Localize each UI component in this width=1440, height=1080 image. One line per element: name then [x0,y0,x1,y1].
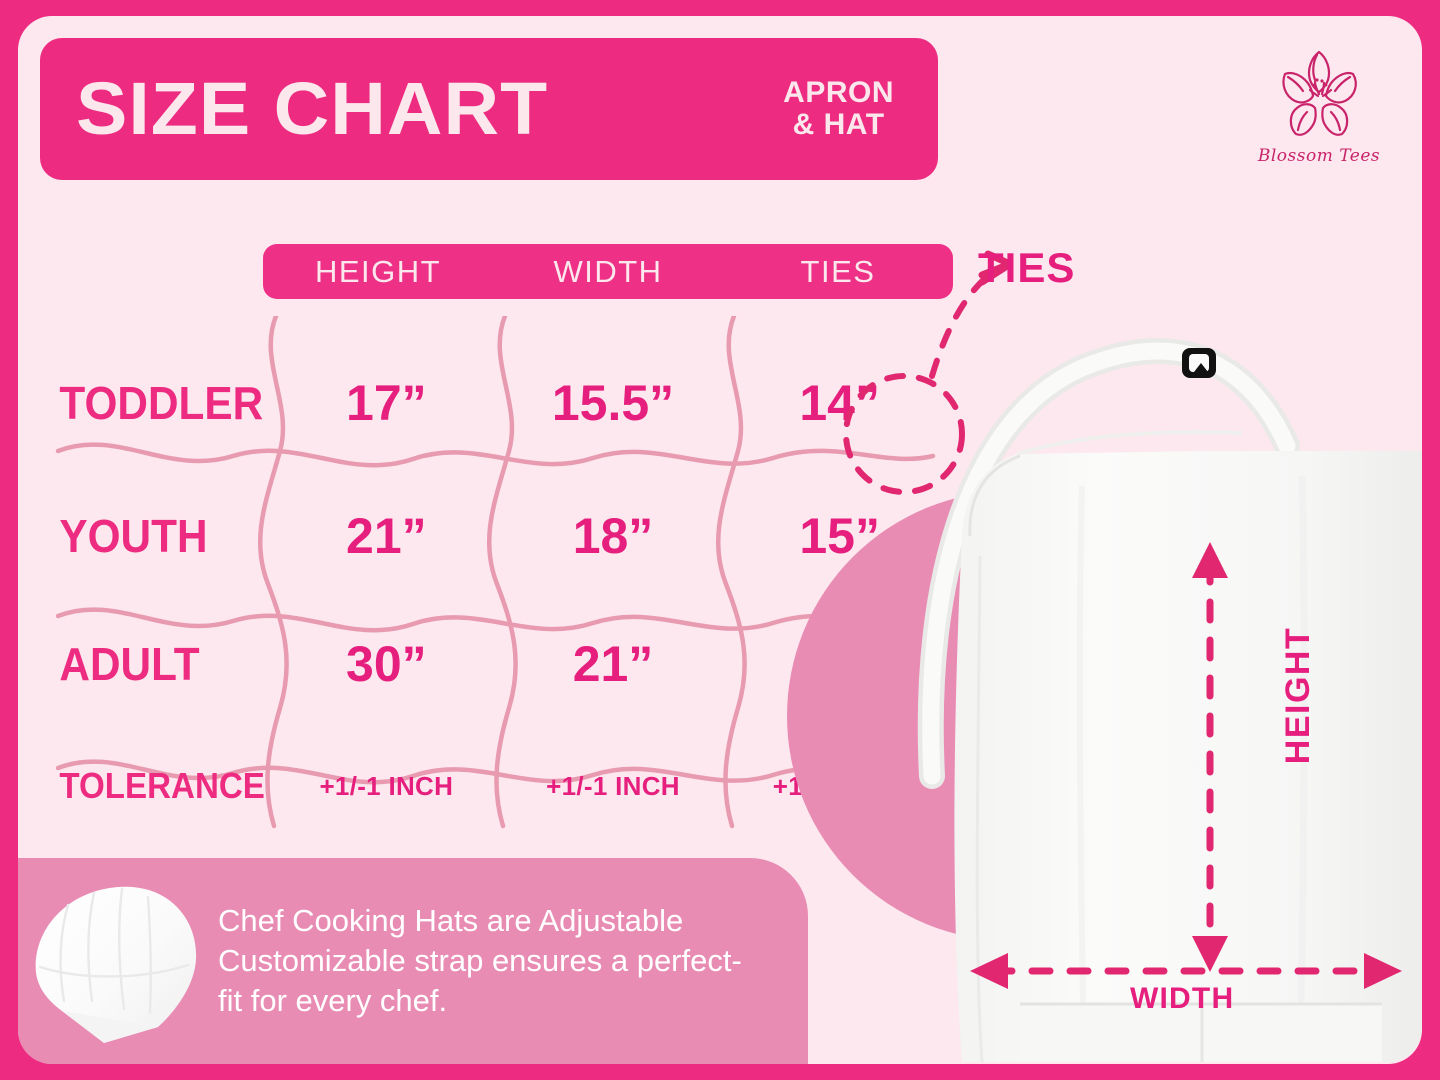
row-label-toddler: TODDLER [59,377,264,429]
ties-label: TIES [978,244,1076,291]
cherry-blossom-icon [1255,38,1383,150]
height-label: HEIGHT [1279,626,1318,765]
header-subtitle-line1: APRON [783,75,894,109]
info-line-2: Customizable strap ensures a perfect- [218,943,742,979]
cell-adult-height: 30” [346,636,427,692]
strap-adjuster [1182,348,1216,378]
page-title: SIZE CHART [76,67,549,150]
header-bar: SIZE CHART APRON & HAT [40,38,938,180]
apron-graphic [787,250,1422,1062]
info-line-1: Chef Cooking Hats are Adjustable [218,903,684,939]
ties-arrowhead [978,250,1014,286]
ties-highlight-circle [843,373,965,495]
chef-hat-info-text: Chef Cooking Hats are Adjustable Customi… [218,901,760,1020]
width-arrow-left [970,953,1008,989]
ties-annotation [843,268,997,495]
apron-illustration: TIES HEIGHT WIDTH [782,16,1422,1064]
cell-youth-width: 18” [572,508,654,564]
column-header-height: HEIGHT [314,253,442,289]
cell-toddler-width: 15.5” [551,375,675,431]
height-dimension-arrow [1192,542,1228,972]
chef-hat-info-box: Chef Cooking Hats are Adjustable Customi… [18,858,808,1064]
cell-tolerance-width: +1/-1 INCH [546,770,680,801]
size-chart-card: SIZE CHART APRON & HAT [18,16,1422,1064]
cell-youth-height: 21” [346,508,427,564]
row-label-adult: ADULT [59,638,200,690]
column-header-ties: TIES [800,253,876,289]
row-label-tolerance: TOLERANCE [59,765,265,806]
table-row: YOUTH 21” 18” 15” [18,491,953,581]
row-label-youth: YOUTH [59,510,208,562]
width-arrow-right [1364,953,1402,989]
cell-toddler-height: 17” [346,375,427,431]
table-row: TODDLER 17” 15.5” 14” [18,358,953,448]
info-line-3: fit for every chef. [218,982,448,1018]
cell-toddler-ties: 14” [799,375,880,431]
width-label: WIDTH [1130,982,1235,1015]
height-arrow-down [1192,936,1228,972]
brand-name: Blossom Tees [1257,146,1381,166]
chef-hat-image [18,861,218,1061]
cell-tolerance-height: +1/-1 INCH [319,770,454,801]
header-subtitle: APRON & HAT [783,75,894,142]
header-subtitle-line2: & HAT [792,108,885,141]
column-header-width: WIDTH [553,253,663,289]
width-dimension-arrow [970,953,1402,989]
table-row-tolerance: TOLERANCE +1/-1 INCH +1/-1 INCH +1/-1 IN… [18,756,953,816]
chef-hat-icon [35,886,197,1043]
table-header-row: HEIGHT WIDTH TIES [263,244,953,299]
brand-logo: Blossom Tees [1244,38,1394,188]
wavy-grid-lines [55,316,936,829]
height-arrow-up [1192,542,1228,578]
cell-adult-width: 21” [572,636,654,692]
